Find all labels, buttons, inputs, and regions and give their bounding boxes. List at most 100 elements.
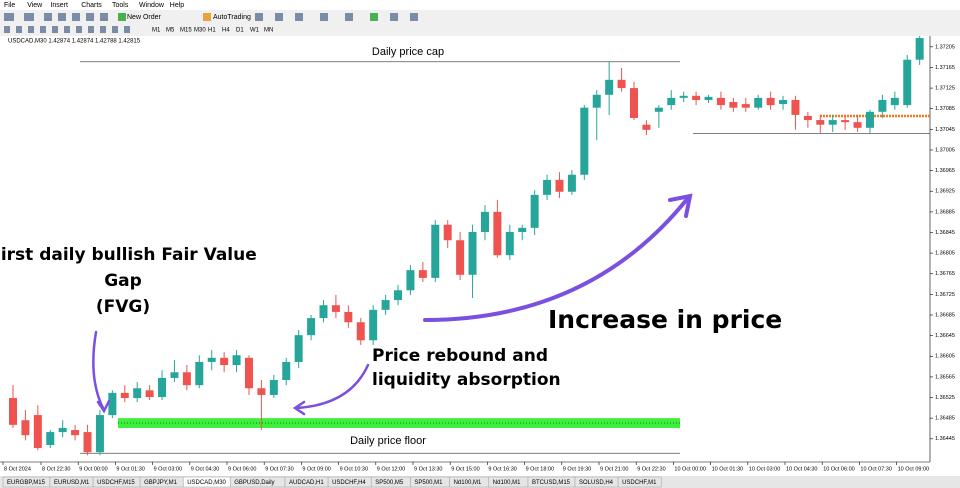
icon [370,13,378,21]
x-tick-label: 8 Oct 22:30 [42,466,70,472]
icon [58,13,66,21]
tab-label[interactable]: USDCHF,H4 [332,480,366,486]
x-tick-label: 9 Oct 18:00 [526,466,554,472]
new-order-button[interactable]: New Order [127,14,162,21]
toolbar-icons [4,13,418,33]
icon [4,26,10,33]
candle-body [605,79,614,95]
icon [320,13,328,21]
candle-body [468,231,477,275]
candle-body [33,415,42,449]
icon [88,26,94,33]
candle-body [431,224,440,278]
candle-body [232,355,241,366]
arrow-head [96,399,111,414]
icon [72,13,80,21]
candle-body [567,174,576,192]
timeframe-button[interactable]: M1 [152,28,161,34]
candle-body [406,270,415,291]
tab-label[interactable]: GBPUSD,Daily [234,480,274,486]
tab-label[interactable]: USDCHF,M15 [97,480,135,486]
y-tick-label: 1.37085 [935,106,955,112]
icon [24,13,34,21]
tab-label[interactable]: USDCAD,M30 [187,480,226,486]
timeframe-button[interactable]: D1 [236,28,244,34]
x-tick-label: 9 Oct 06:00 [228,466,256,472]
candle-body [779,99,788,105]
arrow-rebound [294,363,370,410]
timeframe-button[interactable]: H1 [208,28,216,34]
rebound-annotation: Price rebound and [372,346,548,366]
x-tick-label: 10 Oct 00:00 [674,466,706,472]
candle-body [443,224,452,241]
menu-item[interactable]: View [27,2,43,9]
timeframe-button[interactable]: H4 [222,28,230,34]
fvg-annotation: First daily bullish Fair Value [0,245,257,265]
menu-item[interactable]: File [4,2,15,9]
candle-body [865,111,874,128]
timeframe-button[interactable]: M15 [180,28,192,34]
menu-item[interactable]: Charts [81,2,102,9]
tab-label[interactable]: Nd100,M1 [454,480,482,486]
symbol-info: USDCAD,M30 1.42874 1.42874 1.42788 1.428… [8,39,141,45]
menu-item[interactable]: Insert [50,2,68,9]
candle-body [294,335,303,362]
tab-label[interactable]: EURUSD,M1 [54,480,90,486]
tab-label[interactable]: USDCHF,M1 [622,480,657,486]
timeframe-button[interactable]: M5 [166,28,175,34]
x-tick-label: 9 Oct 07:30 [265,466,293,472]
menu-item[interactable]: Help [170,2,185,9]
timeframe-button[interactable]: M30 [194,28,206,34]
x-tick-label: 10 Oct 03:00 [749,466,781,472]
x-tick-label: 9 Oct 10:30 [340,466,368,472]
candle-body [207,357,216,362]
tab-label[interactable]: BTCUSD,M15 [532,480,571,486]
x-tick-label: 9 Oct 21:00 [600,466,628,472]
menu-item[interactable]: Window [139,2,165,9]
candle-body [878,99,887,112]
x-tick-label: 10 Oct 06:00 [823,466,855,472]
x-tick-label: 10 Oct 09:00 [898,466,930,472]
tab-label[interactable]: AUDCAD,H1 [289,480,324,486]
candle-body [319,305,328,319]
y-tick-label: 1.36445 [935,436,955,442]
x-tick-label: 9 Oct 15:00 [451,466,479,472]
candle-body [95,415,104,453]
candle-body [182,372,191,386]
candle-body [9,398,17,425]
candle-body [46,432,55,445]
candle-body [791,99,800,115]
menu-item[interactable]: Tools [112,2,129,9]
icon [124,26,130,33]
candle-body [257,388,266,395]
x-tick-label: 9 Oct 04:30 [191,466,219,472]
y-tick-label: 1.36925 [935,189,955,195]
arrow-head [292,400,306,416]
tab-label[interactable]: SOLUSD,H4 [579,480,614,486]
candle-body [692,95,701,100]
x-tick-label: 9 Oct 09:00 [302,466,330,472]
y-tick-label: 1.36845 [935,230,955,236]
y-tick-label: 1.36525 [935,395,955,401]
tab-label[interactable]: SP500,M1 [414,480,443,486]
icon [44,13,52,21]
timeframe-button[interactable]: W1 [250,28,260,34]
tab-label[interactable]: Nd100,M1 [493,480,521,486]
tab[interactable] [617,476,662,488]
candle-body [754,97,763,108]
candle-body [108,392,117,416]
tab-label[interactable]: EURGBP,M15 [7,480,46,486]
candle-body [282,361,291,380]
tab-label[interactable]: SP500,M5 [375,480,404,486]
icon [203,13,211,21]
timeframe-button[interactable]: MN [264,28,273,34]
icon [295,13,303,21]
candle-body [617,79,626,89]
icon [4,13,14,21]
autotrading-button[interactable]: AutoTrading [213,14,251,21]
icon [52,26,58,33]
tab-label[interactable]: GBPJPY,M1 [144,480,178,486]
x-tick-label: 9 Oct 12:00 [377,466,405,472]
candle-body [667,97,676,106]
chart-area [0,36,930,462]
